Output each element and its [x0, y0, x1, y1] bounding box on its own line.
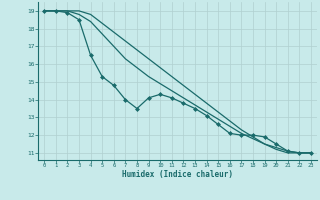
- X-axis label: Humidex (Indice chaleur): Humidex (Indice chaleur): [122, 170, 233, 179]
